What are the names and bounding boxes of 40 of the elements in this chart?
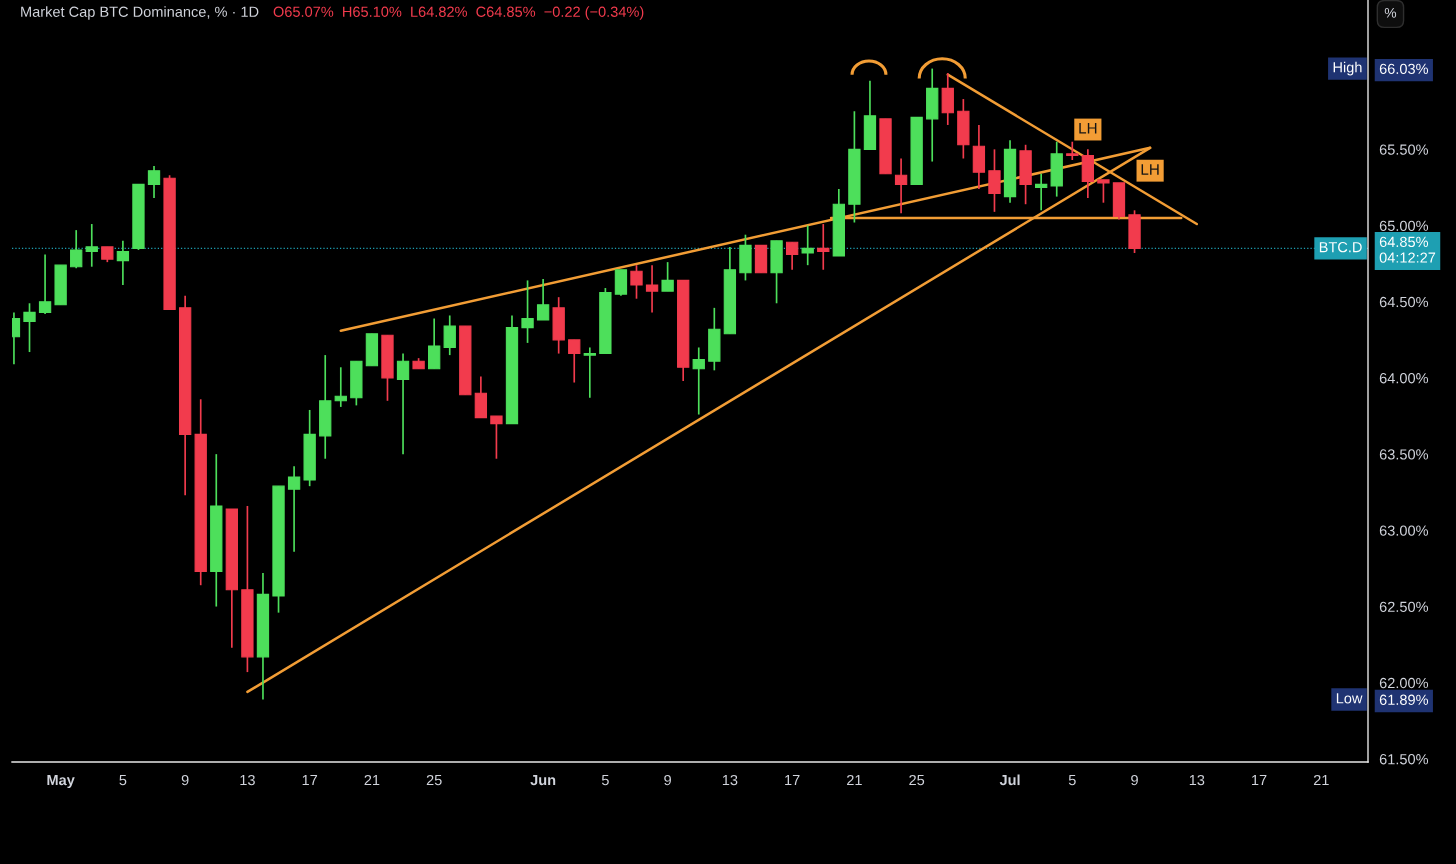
y-tick-label: 62.00% — [1379, 677, 1429, 689]
x-tick-label: 21 — [364, 774, 380, 786]
x-tick-label: 17 — [785, 775, 800, 786]
ref-line-label: BTC.D — [1319, 242, 1362, 253]
annotation: LH — [1079, 122, 1097, 134]
x-tick-label: 9 — [181, 774, 189, 786]
x-tick-label: Jun — [530, 775, 556, 786]
x-tick-label: 13 — [1189, 774, 1205, 786]
y-tick-label: 61.89% — [1379, 694, 1429, 705]
annotation: Low — [1336, 693, 1363, 704]
x-tick-label: 13 — [240, 774, 255, 786]
x-tick-label: 9 — [664, 774, 671, 786]
x-tick-label: 25 — [909, 774, 925, 786]
x-tick-label: 5 — [601, 775, 609, 786]
x-tick-label: May — [47, 775, 75, 789]
y-tick-label: 63.00% — [1379, 525, 1429, 536]
y-tick-label: 65.50% — [1379, 144, 1429, 155]
x-tick-label: 17 — [302, 775, 318, 786]
x-tick-label: 5 — [1068, 775, 1076, 786]
y-tick-label: 63.50% — [1379, 449, 1429, 460]
x-tick-label: 17 — [1252, 775, 1267, 786]
x-tick-label: 5 — [119, 775, 127, 786]
chart-subtitle: O65.07% H65.10% L64.82% C64.85% −0.22 (−0.34%) — [273, 6, 644, 20]
x-tick-label: 25 — [426, 774, 442, 786]
y-tick-label: 62.50% — [1379, 601, 1429, 612]
y-tick-label: 64.85% 04:12:27 — [1379, 236, 1436, 263]
x-tick-label: Jul — [999, 774, 1020, 786]
y-tick-label: 64.50% — [1379, 296, 1429, 308]
x-tick-label: 21 — [847, 774, 862, 786]
y-tick-label: 65.00% — [1379, 220, 1429, 231]
y-axis-title: % — [1384, 7, 1397, 18]
annotation: High — [1333, 61, 1362, 76]
annotation: LH — [1141, 164, 1159, 175]
y-tick-label: 64.00% — [1379, 373, 1429, 384]
y-tick-label: 61.50% — [1379, 754, 1429, 765]
x-tick-label: 13 — [722, 774, 738, 786]
x-tick-label: 9 — [1131, 774, 1138, 786]
chart-title: Market Cap BTC Dominance, % · 1D — [21, 6, 259, 20]
x-tick-label: 21 — [1313, 774, 1329, 786]
y-tick-label: 66.03% — [1379, 63, 1429, 75]
